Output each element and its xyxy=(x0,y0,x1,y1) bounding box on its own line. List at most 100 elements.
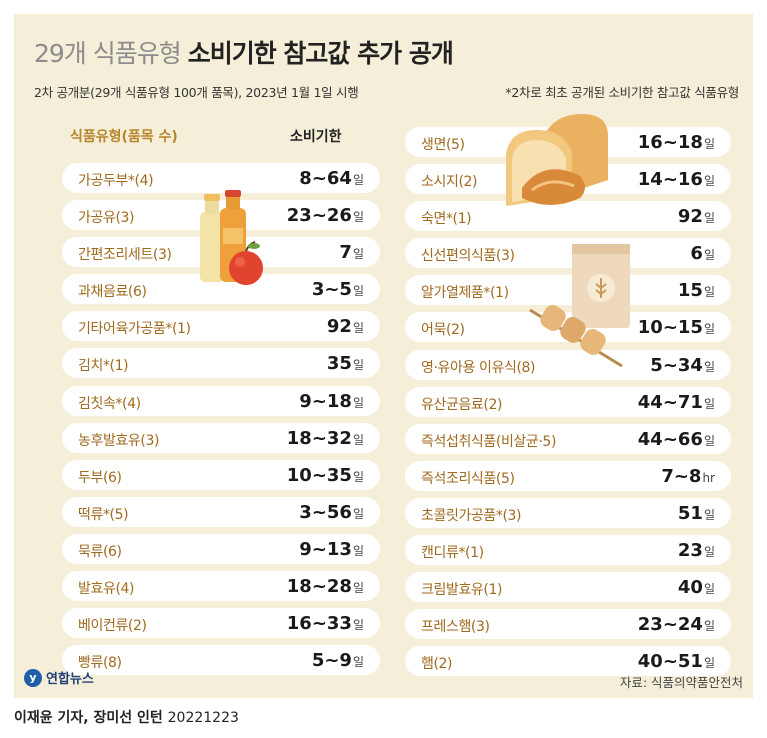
yonhap-logo: y 연합뉴스 xyxy=(24,668,94,687)
source-note: 자료: 식품의약품안전처 xyxy=(619,675,743,690)
shelf-life-value: 7일 xyxy=(339,242,364,263)
food-row: 알가열제품*(1) 15일 xyxy=(405,275,731,306)
shelf-life-unit: 일 xyxy=(703,545,715,560)
shelf-life-unit: 일 xyxy=(703,248,715,263)
food-row: 묵류(6) 9~13일 xyxy=(62,533,380,564)
shelf-life-value: 44~71일 xyxy=(638,392,715,413)
food-row: 즉석조리식품(5) 7~8hr xyxy=(405,460,731,491)
shelf-life-unit: 일 xyxy=(703,322,715,337)
yonhap-logo-text: 연합뉴스 xyxy=(46,672,94,687)
food-type-label: 프레스햄(3) xyxy=(421,619,490,636)
shelf-life-unit: 일 xyxy=(703,285,715,300)
shelf-life-number: 5~34 xyxy=(650,354,703,376)
food-type-label: 베이컨류(2) xyxy=(78,618,147,635)
shelf-life-value: 16~18일 xyxy=(638,132,715,153)
shelf-life-number: 92 xyxy=(326,316,352,338)
food-row: 김칫속*(4) 9~18일 xyxy=(62,385,380,416)
credit-line: 이재윤 기자, 장미선 인턴 20221223 xyxy=(14,707,239,727)
credit-authors: 이재윤 기자, 장미선 인턴 xyxy=(14,710,163,726)
food-type-label: 소시지(2) xyxy=(421,174,478,191)
food-row: 발효유(4) 18~28일 xyxy=(62,571,380,602)
food-type-label: 즉석조리식품(5) xyxy=(421,470,515,487)
shelf-life-unit: 일 xyxy=(352,581,364,596)
shelf-life-number: 3~5 xyxy=(311,279,352,301)
shelf-life-number: 7~8 xyxy=(661,465,702,487)
shelf-life-value: 5~9일 xyxy=(312,650,364,671)
food-type-label: 생면(5) xyxy=(421,137,465,153)
column-header-period: 소비기한 xyxy=(290,129,342,145)
shelf-life-value: 44~66일 xyxy=(638,429,715,450)
shelf-life-number: 44~71 xyxy=(637,391,703,413)
shelf-life-number: 10~15 xyxy=(637,317,703,339)
shelf-life-number: 14~16 xyxy=(637,169,703,191)
subtitle-right: *2차로 최초 공개된 소비기한 참고값 식품유형 xyxy=(505,85,739,100)
shelf-life-value: 40~51일 xyxy=(638,651,715,672)
credit-date: 20221223 xyxy=(167,710,239,726)
food-row: 가공두부*(4) 8~64일 xyxy=(62,163,380,193)
shelf-life-number: 18~28 xyxy=(286,576,352,598)
food-type-label: 유산균음료(2) xyxy=(421,396,503,413)
shelf-life-number: 9~13 xyxy=(299,538,352,560)
food-type-label: 과채음료(6) xyxy=(78,284,147,301)
shelf-life-unit: 일 xyxy=(352,210,364,225)
shelf-life-unit: 일 xyxy=(703,507,715,522)
shelf-life-number: 40 xyxy=(677,577,703,599)
shelf-life-number: 18~32 xyxy=(286,427,352,449)
shelf-life-value: 7~8hr xyxy=(661,466,715,487)
title-light: 29개 식품유형 xyxy=(34,39,182,68)
shelf-life-value: 18~32일 xyxy=(287,428,364,449)
shelf-life-number: 40~51 xyxy=(637,651,703,673)
shelf-life-unit: 일 xyxy=(703,656,715,671)
shelf-life-number: 3~56 xyxy=(299,501,352,523)
food-row: 햄(2) 40~51일 xyxy=(405,646,731,677)
food-type-label: 김치*(1) xyxy=(78,358,129,375)
column-header-type: 식품유형(품목 수) xyxy=(70,129,178,145)
food-type-label: 두부(6) xyxy=(78,469,122,486)
food-row: 즉석섭취식품(비살균·5) 44~66일 xyxy=(405,423,731,454)
shelf-life-value: 14~16일 xyxy=(638,169,715,190)
food-row: 프레스햄(3) 23~24일 xyxy=(405,609,731,640)
shelf-life-number: 92 xyxy=(677,206,703,228)
shelf-life-value: 8~64일 xyxy=(299,168,364,189)
shelf-life-unit: 일 xyxy=(703,137,715,151)
shelf-life-unit: 일 xyxy=(703,619,715,634)
shelf-life-number: 23 xyxy=(677,540,703,562)
subtitle-left: 2차 공개분(29개 식품유형 100개 품목), 2023년 1월 1일 시행 xyxy=(34,85,359,100)
shelf-life-unit: 일 xyxy=(352,543,364,558)
shelf-life-value: 9~13일 xyxy=(299,539,364,560)
shelf-life-unit: 일 xyxy=(352,395,364,410)
food-type-label: 즉석섭취식품(비살균·5) xyxy=(421,433,557,450)
bread-illustration xyxy=(506,114,608,206)
food-row: 크림발효유(1) 40일 xyxy=(405,572,731,603)
shelf-life-unit: 일 xyxy=(703,396,715,411)
title-bold: 소비기한 참고값 추가 공개 xyxy=(187,39,454,68)
food-type-label: 숙면*(1) xyxy=(421,211,472,228)
food-type-label: 신선편의식품(3) xyxy=(421,248,515,265)
food-row: 두부(6) 10~35일 xyxy=(62,459,380,490)
shelf-life-number: 16~33 xyxy=(286,613,352,635)
shelf-life-unit: 일 xyxy=(352,247,364,262)
shelf-life-value: 23일 xyxy=(678,540,715,561)
shelf-life-unit: 일 xyxy=(352,321,364,336)
shelf-life-value: 51일 xyxy=(678,503,715,524)
shelf-life-number: 15 xyxy=(677,280,703,302)
shelf-life-value: 10~35일 xyxy=(287,465,364,486)
shelf-life-unit: 일 xyxy=(352,506,364,521)
shelf-life-number: 35 xyxy=(326,353,352,375)
shelf-life-number: 7 xyxy=(339,242,352,264)
food-row: 숙면*(1) 92일 xyxy=(405,201,731,232)
food-type-label: 크림발효유(1) xyxy=(421,582,503,599)
shelf-life-unit: 일 xyxy=(352,469,364,484)
shelf-life-value: 3~5일 xyxy=(312,279,364,300)
shelf-life-number: 8~64 xyxy=(299,168,352,189)
food-type-label: 가공유(3) xyxy=(78,210,135,227)
shelf-life-value: 92일 xyxy=(327,316,364,337)
shelf-life-number: 23~24 xyxy=(637,614,703,636)
food-row: 유산균음료(2) 44~71일 xyxy=(405,386,731,417)
food-type-label: 김칫속*(4) xyxy=(78,395,141,412)
shelf-life-value: 18~28일 xyxy=(287,576,364,597)
shelf-life-number: 16~18 xyxy=(637,132,703,153)
food-row: 신선편의식품(3) 6일 xyxy=(405,238,731,269)
shelf-life-unit: 일 xyxy=(703,582,715,597)
shelf-life-value: 5~34일 xyxy=(650,355,715,376)
